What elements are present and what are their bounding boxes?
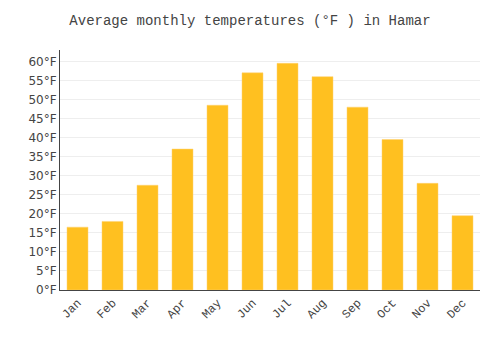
svg-text:10°F: 10°F bbox=[28, 245, 56, 259]
svg-text:50°F: 50°F bbox=[28, 93, 56, 107]
svg-text:Jun: Jun bbox=[234, 297, 259, 322]
svg-text:5°F: 5°F bbox=[36, 264, 57, 278]
svg-text:May: May bbox=[199, 297, 224, 322]
svg-text:Aug: Aug bbox=[304, 297, 329, 322]
svg-text:60°F: 60°F bbox=[28, 55, 56, 69]
svg-text:40°F: 40°F bbox=[28, 131, 56, 145]
svg-text:0°F: 0°F bbox=[36, 283, 57, 297]
svg-text:Mar: Mar bbox=[129, 297, 154, 322]
svg-text:Nov: Nov bbox=[409, 297, 434, 322]
svg-text:Jul: Jul bbox=[269, 297, 294, 322]
svg-text:30°F: 30°F bbox=[28, 169, 56, 183]
svg-text:Sep: Sep bbox=[339, 297, 364, 322]
svg-text:20°F: 20°F bbox=[28, 207, 56, 221]
svg-text:25°F: 25°F bbox=[28, 188, 56, 202]
svg-text:Feb: Feb bbox=[94, 297, 119, 322]
svg-text:35°F: 35°F bbox=[28, 150, 56, 164]
svg-text:45°F: 45°F bbox=[28, 112, 56, 126]
svg-text:15°F: 15°F bbox=[28, 226, 56, 240]
svg-text:55°F: 55°F bbox=[28, 74, 56, 88]
svg-text:Jan: Jan bbox=[59, 297, 84, 322]
svg-text:Apr: Apr bbox=[164, 297, 189, 322]
svg-text:Dec: Dec bbox=[444, 297, 469, 322]
svg-text:Oct: Oct bbox=[374, 297, 399, 322]
svg-text:Average monthly temperatures (: Average monthly temperatures (°F ) in Ha… bbox=[69, 13, 430, 29]
